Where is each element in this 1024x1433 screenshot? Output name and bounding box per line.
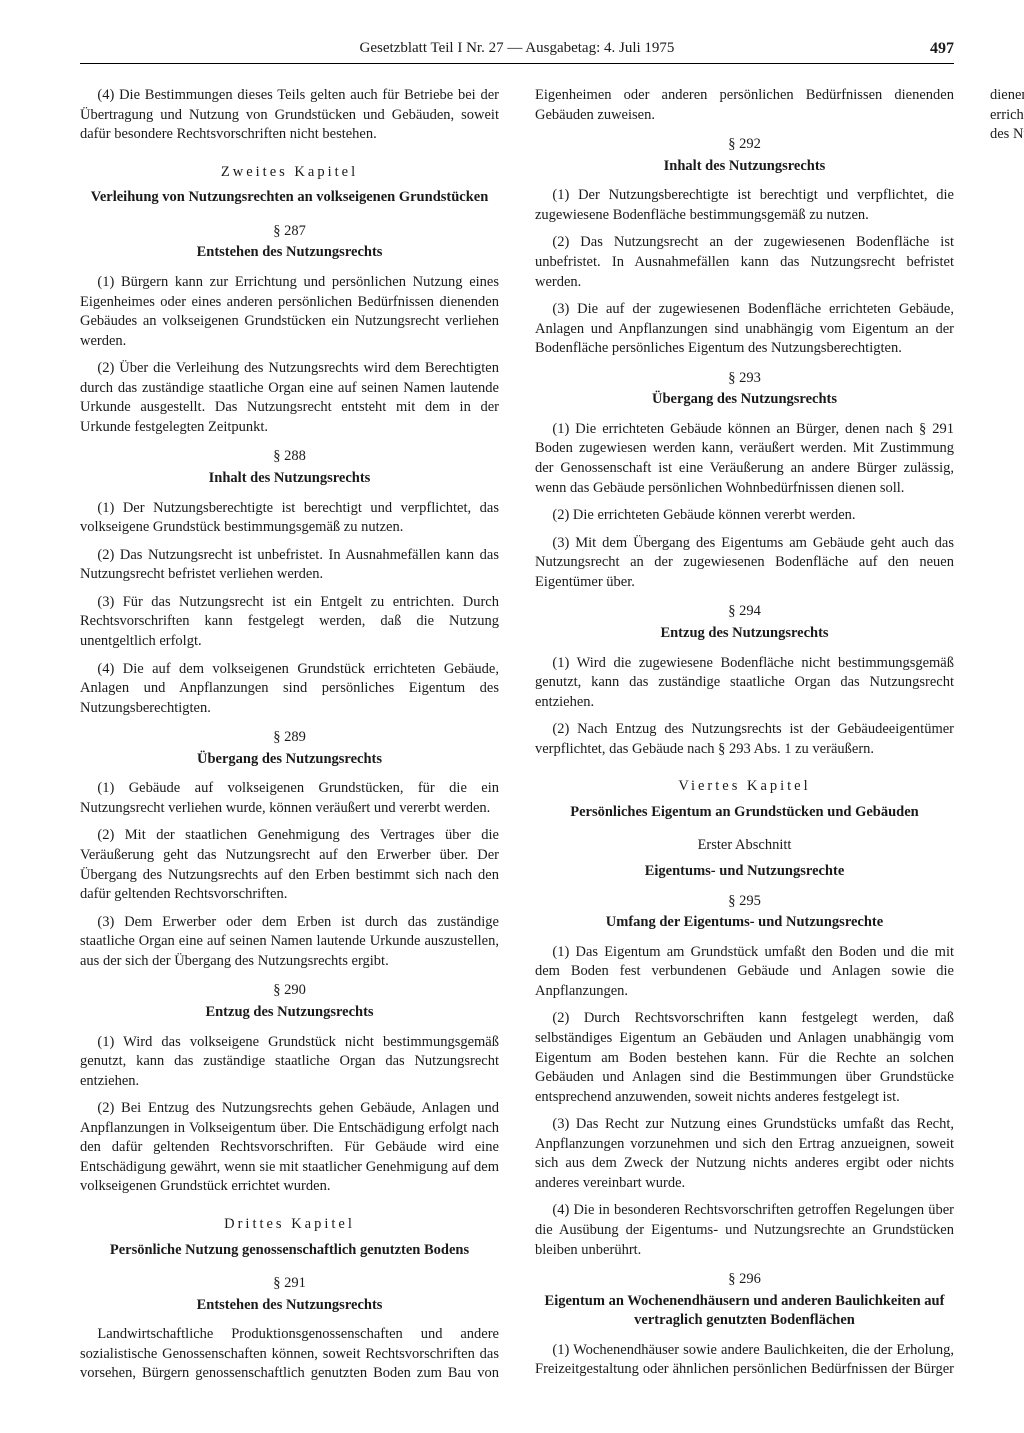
section-title: Inhalt des Nutzungsrechts (80, 469, 499, 489)
section-title: Übergang des Nutzungsrechts (535, 390, 954, 410)
section-number: § 294 (535, 602, 954, 622)
body-paragraph: (3) Die auf der zugewiesenen Bodenfläche… (535, 300, 954, 359)
section-title: Übergang des Nutzungsrechts (80, 750, 499, 770)
section-number: § 289 (80, 728, 499, 748)
body-paragraph: (1) Der Nutzungsberechtigte ist berechti… (80, 499, 499, 538)
section-number: § 295 (535, 892, 954, 912)
body-paragraph: (2) Das Nutzungsrecht ist unbefristet. I… (80, 546, 499, 585)
body-paragraph: (3) Mit dem Übergang des Eigentums am Ge… (535, 534, 954, 593)
body-paragraph: (1) Bürgern kann zur Errichtung und pers… (80, 273, 499, 351)
section-title: Entstehen des Nutzungsrechts (80, 1296, 499, 1316)
section-number: § 293 (535, 369, 954, 389)
section-title: Eigentum an Wochenendhäusern und anderen… (535, 1292, 954, 1331)
chapter-title: Persönliches Eigentum an Grundstücken un… (535, 803, 954, 823)
body-paragraph: (2) Mit der staatlichen Genehmigung des … (80, 826, 499, 904)
body-paragraph: (2) Über die Verleihung des Nutzungsrech… (80, 359, 499, 437)
body-paragraph: (3) Das Recht zur Nutzung eines Grundstü… (535, 1115, 954, 1193)
subchapter-label: Erster Abschnitt (535, 836, 954, 856)
section-number: § 296 (535, 1270, 954, 1290)
section-number: § 288 (80, 447, 499, 467)
chapter-label: Viertes Kapitel (535, 777, 954, 797)
body-paragraph: (1) Wird die zugewiesene Bodenfläche nic… (535, 654, 954, 713)
page-header: Gesetzblatt Teil I Nr. 27 — Ausgabetag: … (80, 40, 954, 64)
body-paragraph: (2) Die errichteten Gebäude können verer… (535, 506, 954, 526)
section-title: Umfang der Eigentums- und Nutzungsrechte (535, 913, 954, 933)
body-paragraph: (1) Die errichteten Gebäude können an Bü… (535, 420, 954, 498)
body-paragraph: (3) Dem Erwerber oder dem Erben ist durc… (80, 913, 499, 972)
body-paragraph: (3) Für das Nutzungsrecht ist ein Entgel… (80, 593, 499, 652)
chapter-label: Zweites Kapitel (80, 163, 499, 183)
header-title: Gesetzblatt Teil I Nr. 27 — Ausgabetag: … (360, 40, 675, 57)
body-paragraph: (2) Das Nutzungsrecht an der zugewiesene… (535, 233, 954, 292)
body-paragraph: (4) Die in besonderen Rechtsvorschriften… (535, 1201, 954, 1260)
section-title: Entzug des Nutzungsrechts (80, 1003, 499, 1023)
section-number: § 290 (80, 981, 499, 1001)
text-columns: (4) Die Bestimmungen dieses Teils gelten… (80, 86, 954, 1396)
section-number: § 287 (80, 222, 499, 242)
body-paragraph: (1) Gebäude auf volkseigenen Grundstücke… (80, 779, 499, 818)
chapter-label: Drittes Kapitel (80, 1215, 499, 1235)
body-paragraph: (2) Durch Rechtsvorschriften kann festge… (535, 1009, 954, 1107)
section-number: § 292 (535, 135, 954, 155)
body-paragraph: (1) Der Nutzungsberechtigte ist berechti… (535, 186, 954, 225)
body-paragraph: (2) Nach Entzug des Nutzungsrechts ist d… (535, 720, 954, 759)
page: Gesetzblatt Teil I Nr. 27 — Ausgabetag: … (0, 0, 1024, 1433)
section-title: Inhalt des Nutzungsrechts (535, 157, 954, 177)
body-paragraph: (1) Wird das volkseigene Grundstück nich… (80, 1033, 499, 1092)
section-number: § 291 (80, 1274, 499, 1294)
chapter-title: Verleihung von Nutzungsrechten an volkse… (80, 188, 499, 208)
section-title: Entstehen des Nutzungsrechts (80, 243, 499, 263)
body-paragraph: (2) Bei Entzug des Nutzungsrechts gehen … (80, 1099, 499, 1197)
body-paragraph: (4) Die Bestimmungen dieses Teils gelten… (80, 86, 499, 145)
chapter-title: Persönliche Nutzung genossenschaftlich g… (80, 1241, 499, 1261)
body-paragraph: (1) Das Eigentum am Grundstück umfaßt de… (535, 943, 954, 1002)
section-title: Entzug des Nutzungsrechts (535, 624, 954, 644)
subchapter-title: Eigentums- und Nutzungsrechte (535, 862, 954, 882)
body-paragraph: (4) Die auf dem volkseigenen Grundstück … (80, 660, 499, 719)
page-number: 497 (930, 40, 954, 58)
